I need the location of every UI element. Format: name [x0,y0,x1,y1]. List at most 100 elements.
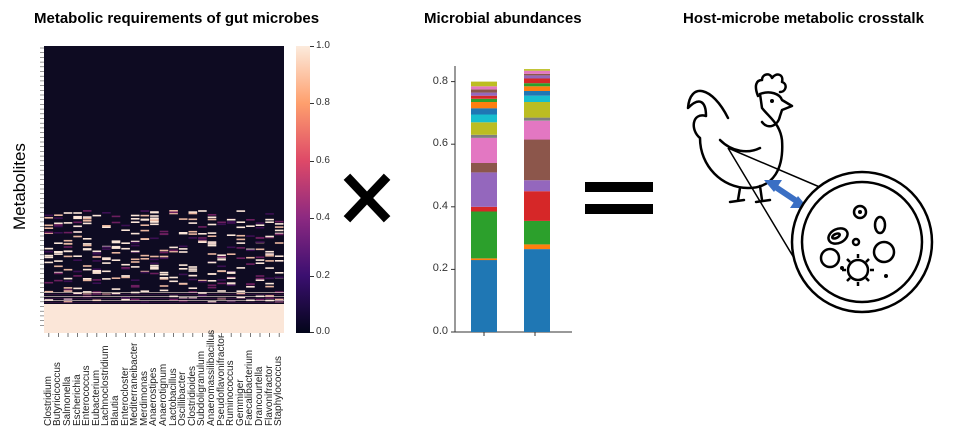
heatmap-cell [188,218,198,221]
heatmap-cell [130,218,140,220]
heatmap-cell [82,248,92,251]
heatmap-cell [44,250,54,253]
heatmap-cell [255,236,265,239]
heatmap-cell [226,271,236,274]
heatmap-cell [44,256,54,259]
heatmap-cell [130,241,140,244]
heatmap-cell [150,237,159,240]
heatmap-cell [130,298,140,301]
heatmap-cell [82,291,92,293]
heatmap-cell [102,246,111,248]
heatmap-cell [54,251,63,253]
heatmap-cell [265,218,274,221]
heatmap-cell [92,214,102,217]
heatmap-cell [217,258,226,261]
heatmap-cell [217,256,226,258]
heatmap-cell [121,276,130,279]
heatmap-cell [44,281,54,284]
heatmap-cell [217,254,226,256]
heatmap-cell [188,270,198,272]
heatmap-cell [159,255,169,258]
heatmap-cell [121,297,130,299]
heatmap-cell [265,255,274,257]
heatmap-cell [44,224,54,227]
heatmap-cell [274,298,284,300]
heatmap-cell [102,248,111,250]
heatmap-cell [265,285,274,288]
heatmap-cell [54,222,63,225]
heatmap-cell [140,210,150,212]
heatmap-cell [198,279,207,282]
heatmap-cell [265,295,274,297]
bar-segment [471,98,497,102]
heatmap-cell [150,220,159,222]
heatmap-cell [217,221,226,224]
heatmap-cell [178,273,188,276]
heatmap-cell [44,227,54,229]
heatmap-cell [169,298,178,301]
heatmap-cell [265,236,274,239]
heatmap-cell [130,244,140,247]
heatmap-cell [198,237,207,239]
double-arrow-icon [764,180,808,208]
heatmap-title: Metabolic requirements of gut microbes [34,10,320,27]
heatmap-cell [82,268,92,271]
heatmap-cell [63,289,73,291]
heatmap-cell [255,222,265,224]
heatmap-cell [217,270,226,273]
heatmap-cell [82,210,92,212]
heatmap-cell [44,214,54,217]
heatmap-cell [130,261,140,263]
heatmap-cell [63,299,73,301]
heatmap-cell [169,249,178,252]
heatmap-cell [44,261,54,264]
heatmap-cell [121,275,130,277]
bar-segment [471,138,497,163]
heatmap-cell [169,276,178,279]
heatmap-cell [255,299,265,301]
heatmap-cell [111,252,121,254]
bar-segment [471,206,497,212]
heatmap-cell [54,225,63,228]
heatmap-cell [82,216,92,218]
heatmap-cell [130,214,140,217]
heatmap-cell [207,280,217,282]
heatmap-cell [121,263,130,266]
heatmap-cell [121,229,130,231]
bar-ytick-label: 0.4 [432,199,448,212]
heatmap-cell [198,280,207,283]
stacked-bar-chart [451,66,572,336]
bar-chart-title: Microbial abundances [424,10,582,27]
heatmap-cell [73,212,82,214]
heatmap-cell [188,233,198,235]
heatmap-cell [159,277,169,279]
heatmap-cell [82,244,92,247]
heatmap-cell [130,284,140,287]
heatmap-cell [63,280,73,283]
heatmap-cell [111,288,121,290]
heatmap-cell [255,241,265,243]
heatmap-cell [207,261,217,264]
heatmap-cell [140,270,150,273]
bar-segment [471,122,497,135]
heatmap-cell [236,257,246,259]
heatmap-cell [140,229,150,232]
heatmap-cell [198,233,207,235]
heatmap-cell [198,294,207,297]
heatmap-cell [226,277,236,279]
heatmap-cell [169,211,178,214]
heatmap-cell [274,226,284,228]
heatmap-cell [178,218,188,220]
heatmap-cell [140,258,150,260]
bar-segment [471,92,497,96]
heatmap-cell [226,246,236,249]
bar-segment [471,258,497,261]
heatmap-cell [82,220,92,222]
heatmap-cell [159,271,169,274]
heatmap-cell [44,231,54,234]
heatmap-cell [44,296,284,297]
heatmap-cell [102,226,111,228]
heatmap-cell [44,302,284,303]
heatmap-cell [82,265,92,267]
heatmap-cell [207,223,217,226]
